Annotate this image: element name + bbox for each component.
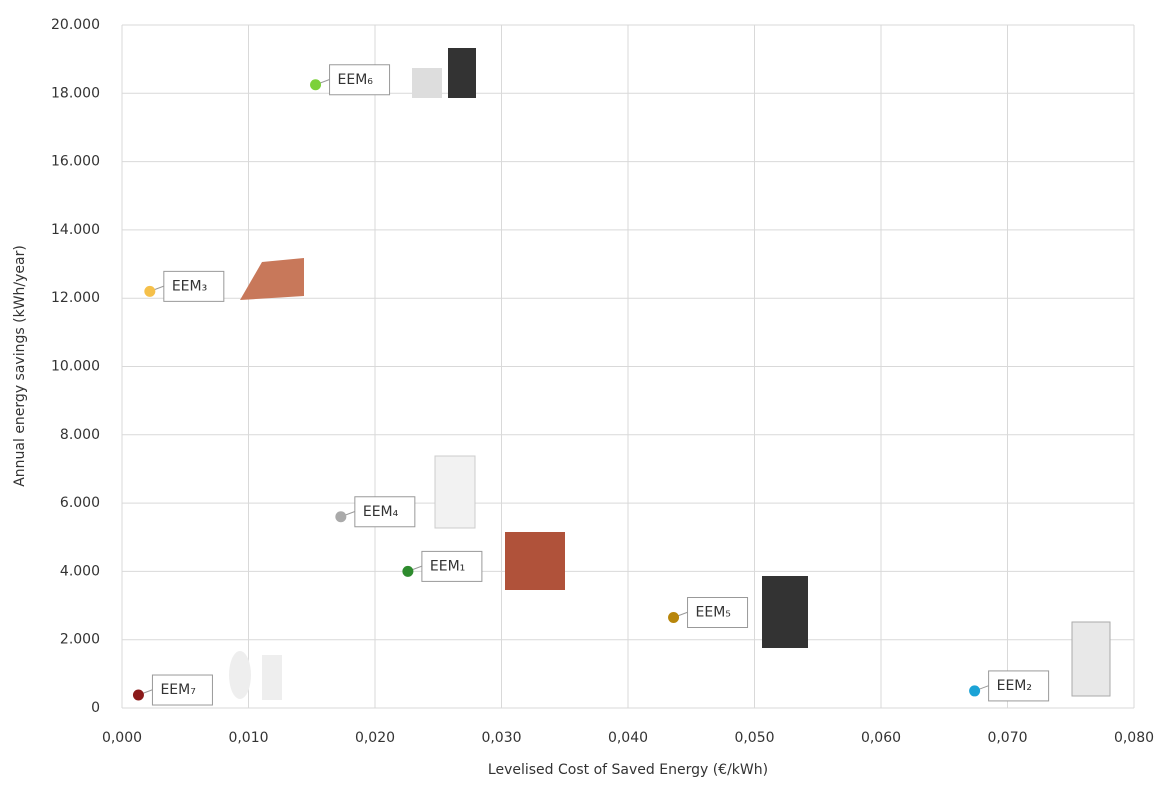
label-box xyxy=(687,597,749,629)
icon xyxy=(412,68,442,98)
point xyxy=(335,511,347,523)
x-tick-label: 0,040 xyxy=(608,730,648,746)
x-tick-label: 0,030 xyxy=(481,730,521,746)
icons xyxy=(229,48,1111,700)
y-tick-label: 8.000 xyxy=(60,427,100,443)
icon xyxy=(448,48,476,98)
point xyxy=(310,79,322,91)
y-tick-label: 20.000 xyxy=(51,17,100,33)
point-label: EEM₅ xyxy=(696,605,731,621)
label-box xyxy=(988,670,1050,702)
icon xyxy=(240,258,304,300)
x-tick-label: 0,060 xyxy=(861,730,901,746)
x-axis-title: Levelised Cost of Saved Energy (€/kWh) xyxy=(488,762,768,778)
label-box xyxy=(329,64,391,96)
x-tick-label: 0,070 xyxy=(987,730,1027,746)
icon xyxy=(229,651,251,699)
point xyxy=(969,685,981,697)
label-box xyxy=(163,270,225,302)
point-label: EEM₃ xyxy=(172,278,207,294)
y-tick-label: 0 xyxy=(91,700,100,716)
y-tick-label: 12.000 xyxy=(51,290,100,306)
y-tick-label: 14.000 xyxy=(51,222,100,238)
x-tick-label: 0,000 xyxy=(102,730,142,746)
point-label: EEM₇ xyxy=(160,682,195,698)
y-tick-label: 16.000 xyxy=(51,154,100,170)
y-tick-label: 10.000 xyxy=(51,359,100,375)
icon xyxy=(262,655,282,700)
x-tick-label: 0,010 xyxy=(228,730,268,746)
icon xyxy=(1071,621,1111,697)
point xyxy=(668,612,680,624)
label-box xyxy=(421,550,483,582)
label-box xyxy=(151,674,213,706)
point xyxy=(144,285,156,297)
point-label: EEM₂ xyxy=(997,678,1032,694)
y-tick-label: 4.000 xyxy=(60,563,100,579)
y-axis-title: Annual energy savings (kWh/year) xyxy=(12,245,28,487)
point-label: EEM₁ xyxy=(430,558,465,574)
x-tick-label: 0,020 xyxy=(355,730,395,746)
y-tick-label: 6.000 xyxy=(60,495,100,511)
icon xyxy=(434,455,476,529)
point xyxy=(402,565,414,577)
plot: 0 2.000 4.000 6.000 8.000 10.000 12.000 14.000 1… xyxy=(51,17,1154,746)
icon xyxy=(762,576,808,648)
y-tick-label: 18.000 xyxy=(51,85,100,101)
point xyxy=(132,689,144,701)
x-tick-label: 0,050 xyxy=(734,730,774,746)
label-box xyxy=(354,496,416,528)
x-tick-label: 0,080 xyxy=(1114,730,1154,746)
y-tick-label: 2.000 xyxy=(60,632,100,648)
point-label: EEM₄ xyxy=(363,504,399,520)
icon xyxy=(505,532,565,590)
point-label: EEM₆ xyxy=(338,72,374,88)
